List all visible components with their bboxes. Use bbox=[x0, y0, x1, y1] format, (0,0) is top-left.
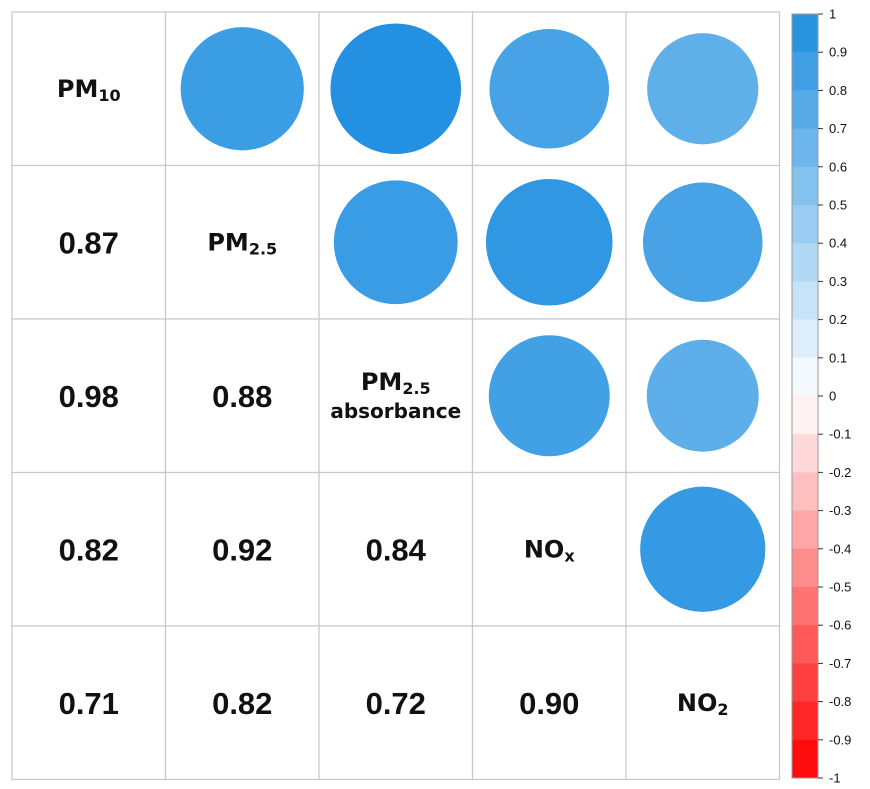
correlation-circle-r1-c4 bbox=[642, 182, 763, 303]
variable-label-main: PM bbox=[207, 228, 248, 256]
colorbar-band-4 bbox=[792, 166, 818, 206]
matrix-cell-r3-c1 bbox=[164, 471, 320, 627]
correlation-circle-r1-c3 bbox=[485, 178, 613, 306]
variable-label-subscript: 2 bbox=[717, 700, 728, 719]
variable-label-4: NO2 bbox=[677, 689, 729, 719]
colorbar-band-1 bbox=[792, 52, 818, 91]
correlation-circle-r1-c2 bbox=[333, 180, 458, 305]
colorbar-tick-label: -0.9 bbox=[829, 732, 851, 747]
coefficient-r3-c2: 0.84 bbox=[366, 532, 427, 567]
coefficient-r1-c0: 0.87 bbox=[59, 225, 119, 260]
coefficient-r4-c1: 0.82 bbox=[212, 686, 272, 721]
colorbar-band-16 bbox=[792, 625, 818, 664]
colorbar-band-17 bbox=[792, 663, 818, 703]
coefficient-labels: 0.87 0.98 0.88 0.82 0.92 0.84 0.71 0.82 0.72 0.90 bbox=[59, 225, 580, 721]
colorbar-band-5 bbox=[792, 205, 818, 244]
matrix-cell-r4-c0 bbox=[11, 625, 167, 781]
coefficient-r3-c0: 0.82 bbox=[59, 532, 119, 567]
coefficient-r3-c1: 0.92 bbox=[212, 532, 272, 567]
variable-label-subscript: 2.5 bbox=[249, 239, 277, 258]
variable-label-main: PM bbox=[361, 368, 402, 396]
colorbar-band-9 bbox=[792, 357, 818, 397]
colorbar-tick-label: 0.4 bbox=[829, 236, 847, 251]
colorbar-band-15 bbox=[792, 587, 818, 626]
matrix-cell-r2-c1 bbox=[164, 318, 320, 474]
variable-label-subscript: 10 bbox=[98, 86, 120, 105]
colorbar-band-2 bbox=[792, 90, 818, 130]
variable-label-main: NO bbox=[524, 535, 565, 563]
colorbar-band-14 bbox=[792, 548, 818, 588]
coefficient-r2-c1: 0.88 bbox=[212, 379, 272, 414]
variable-label-subscript: 2.5 bbox=[402, 379, 430, 398]
colorbar-tick-label: 0.5 bbox=[829, 198, 847, 213]
coefficient-r2-c0: 0.98 bbox=[59, 379, 119, 414]
correlation-circles bbox=[180, 23, 766, 612]
colorbar-tick-label: -0.1 bbox=[829, 427, 851, 442]
colorbar-tick-label: -1 bbox=[829, 771, 841, 786]
color-legend: 1 0.9 0.8 0.7 0.6 0.5 0.4 0.3 0.2 0.1 0 -0.1 -0.2 -0.… bbox=[791, 7, 851, 786]
colorbar-tick-label: -0.8 bbox=[829, 694, 851, 709]
correlation-circle-r0-c2 bbox=[330, 23, 462, 155]
colorbar-tick-label: 0.8 bbox=[829, 83, 847, 98]
colorbar-tick-label: 0.3 bbox=[829, 274, 847, 289]
colorbar-band-3 bbox=[792, 128, 818, 168]
variable-label-main: NO bbox=[677, 689, 718, 717]
colorbar-tick-label: 0.2 bbox=[829, 312, 847, 327]
variable-label-subscript: x bbox=[564, 546, 575, 565]
colorbar-tick-label: 0.7 bbox=[829, 121, 847, 136]
matrix-cell-r3-c2 bbox=[318, 471, 474, 627]
colorbar-band-12 bbox=[792, 472, 818, 512]
correlation-circle-r2-c3 bbox=[488, 335, 610, 457]
correlation-circle-r2-c4 bbox=[646, 339, 759, 452]
colorbar-tick-label: -0.7 bbox=[829, 656, 851, 671]
colorbar-tick-label: 1 bbox=[829, 7, 836, 22]
colorbar-tick-label: -0.6 bbox=[829, 618, 851, 633]
matrix-cell-r4-c2 bbox=[318, 625, 474, 781]
variable-label-3: NOx bbox=[524, 535, 576, 565]
colorbar-band-6 bbox=[792, 243, 818, 282]
matrix-cell-r3-c0 bbox=[11, 471, 167, 627]
colorbar-band-7 bbox=[792, 281, 818, 321]
matrix-cell-r2-c2 bbox=[318, 318, 474, 474]
colorbar-tick-label: 0.1 bbox=[829, 350, 847, 365]
colorbar-tick-label: 0.9 bbox=[829, 45, 847, 60]
colorbar-band-0 bbox=[792, 14, 818, 53]
matrix-cell-r4-c4 bbox=[625, 625, 781, 781]
colorbar-band-8 bbox=[792, 319, 818, 359]
colorbar-band-10 bbox=[792, 396, 818, 435]
colorbar-band-11 bbox=[792, 434, 818, 473]
colorbar-tick-label: 0.6 bbox=[829, 159, 847, 174]
colorbar-tick-label: -0.3 bbox=[829, 503, 851, 518]
colorbar-tick-label: -0.5 bbox=[829, 580, 851, 595]
colorbar-tick-label: 0 bbox=[829, 389, 836, 404]
colorbar-tick-label: -0.2 bbox=[829, 465, 851, 480]
correlation-circle-r0-c3 bbox=[489, 28, 610, 149]
coefficient-r4-c0: 0.71 bbox=[59, 686, 119, 721]
coefficient-r4-c2: 0.72 bbox=[366, 686, 426, 721]
correlation-circle-r0-c1 bbox=[180, 27, 304, 151]
matrix-cell-r0-c0 bbox=[11, 11, 167, 167]
colorbar-band-13 bbox=[792, 510, 818, 550]
variable-label-main: PM bbox=[57, 75, 98, 103]
variable-label-2: PM2.5 bbox=[361, 368, 431, 398]
coefficient-r4-c3: 0.90 bbox=[519, 686, 579, 721]
variable-label-0: PM10 bbox=[57, 75, 121, 105]
variable-label-1: PM2.5 bbox=[207, 228, 277, 258]
matrix-cell-r3-c3 bbox=[471, 471, 627, 627]
correlation-circle-r3-c4 bbox=[640, 486, 766, 612]
variable-label-2-line2: absorbance bbox=[330, 399, 461, 423]
correlation-circle-r0-c4 bbox=[647, 33, 759, 145]
colorbar-band-19 bbox=[792, 739, 818, 779]
colorbar-band-18 bbox=[792, 701, 818, 741]
matrix-cell-r1-c0 bbox=[11, 164, 167, 320]
colorbar-tick-label: -0.4 bbox=[829, 541, 851, 556]
matrix-cell-r4-c1 bbox=[164, 625, 320, 781]
